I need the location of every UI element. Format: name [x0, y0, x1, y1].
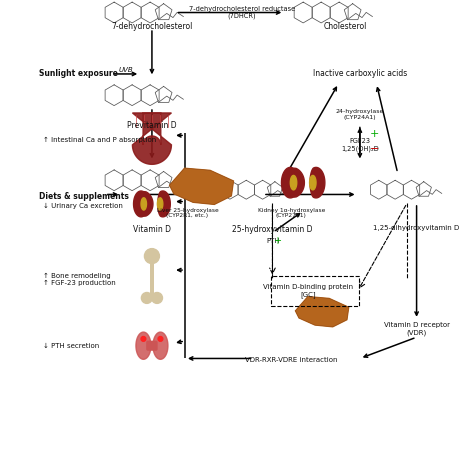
Text: ↓ PTH secretion: ↓ PTH secretion	[43, 343, 100, 349]
Text: ↓ Urinary Ca excretion: ↓ Urinary Ca excretion	[43, 203, 123, 210]
Text: Vitamin D-binding protein
[GC]: Vitamin D-binding protein [GC]	[263, 284, 353, 298]
Polygon shape	[141, 198, 146, 210]
Polygon shape	[134, 191, 153, 217]
Text: PTH: PTH	[266, 238, 280, 245]
Text: +: +	[273, 236, 281, 246]
Text: 7-dehydrocholesterol: 7-dehydrocholesterol	[111, 22, 192, 31]
Polygon shape	[158, 191, 170, 217]
Text: Liver 25-hydroxylase
(CYP2R1, etc.): Liver 25-hydroxylase (CYP2R1, etc.)	[156, 208, 218, 219]
Polygon shape	[132, 113, 172, 164]
Polygon shape	[310, 167, 325, 198]
Polygon shape	[310, 175, 316, 190]
Text: ↑ Intestinal Ca and P absorption: ↑ Intestinal Ca and P absorption	[43, 137, 156, 143]
Polygon shape	[295, 297, 349, 327]
Text: 1,25-dihydroxyvitamin D: 1,25-dihydroxyvitamin D	[374, 225, 460, 231]
Text: 7-dehydrocholesterol reductase
(7DHCR): 7-dehydrocholesterol reductase (7DHCR)	[189, 6, 295, 19]
Text: VDR-RXR-VDRE interaction: VDR-RXR-VDRE interaction	[245, 357, 337, 363]
Circle shape	[152, 292, 163, 303]
Text: −: −	[370, 144, 380, 154]
Text: Vitamin D receptor
(VDR): Vitamin D receptor (VDR)	[383, 322, 450, 336]
Text: 25-hydroxyvitamin D: 25-hydroxyvitamin D	[232, 225, 313, 234]
Text: Cholesterol: Cholesterol	[324, 22, 367, 31]
Text: ↑ Bone remodeling
↑ FGF-23 production: ↑ Bone remodeling ↑ FGF-23 production	[43, 273, 116, 286]
Text: Diets & supplements: Diets & supplements	[38, 192, 128, 201]
Polygon shape	[136, 332, 151, 359]
Circle shape	[145, 248, 159, 264]
Polygon shape	[290, 175, 297, 190]
Polygon shape	[153, 332, 168, 359]
Text: Inactive carboxylic acids: Inactive carboxylic acids	[313, 70, 407, 79]
Circle shape	[158, 337, 163, 341]
Circle shape	[141, 337, 146, 341]
FancyBboxPatch shape	[147, 341, 157, 350]
Text: FGF23
1,25(OH)₂D: FGF23 1,25(OH)₂D	[341, 138, 379, 152]
Text: UVB: UVB	[118, 67, 133, 73]
Polygon shape	[282, 167, 304, 198]
Polygon shape	[157, 198, 163, 210]
Text: +: +	[370, 129, 380, 139]
Text: Sunlight exposure: Sunlight exposure	[38, 70, 118, 79]
Polygon shape	[170, 168, 234, 204]
Text: 24-hydroxylase
(CYP24A1): 24-hydroxylase (CYP24A1)	[336, 109, 384, 119]
Text: Kidney 1α-hydroxylase
(CYP27B1): Kidney 1α-hydroxylase (CYP27B1)	[258, 208, 325, 219]
Text: Previtamin D: Previtamin D	[127, 121, 177, 130]
Circle shape	[141, 292, 152, 303]
Text: Vitamin D: Vitamin D	[133, 225, 171, 234]
